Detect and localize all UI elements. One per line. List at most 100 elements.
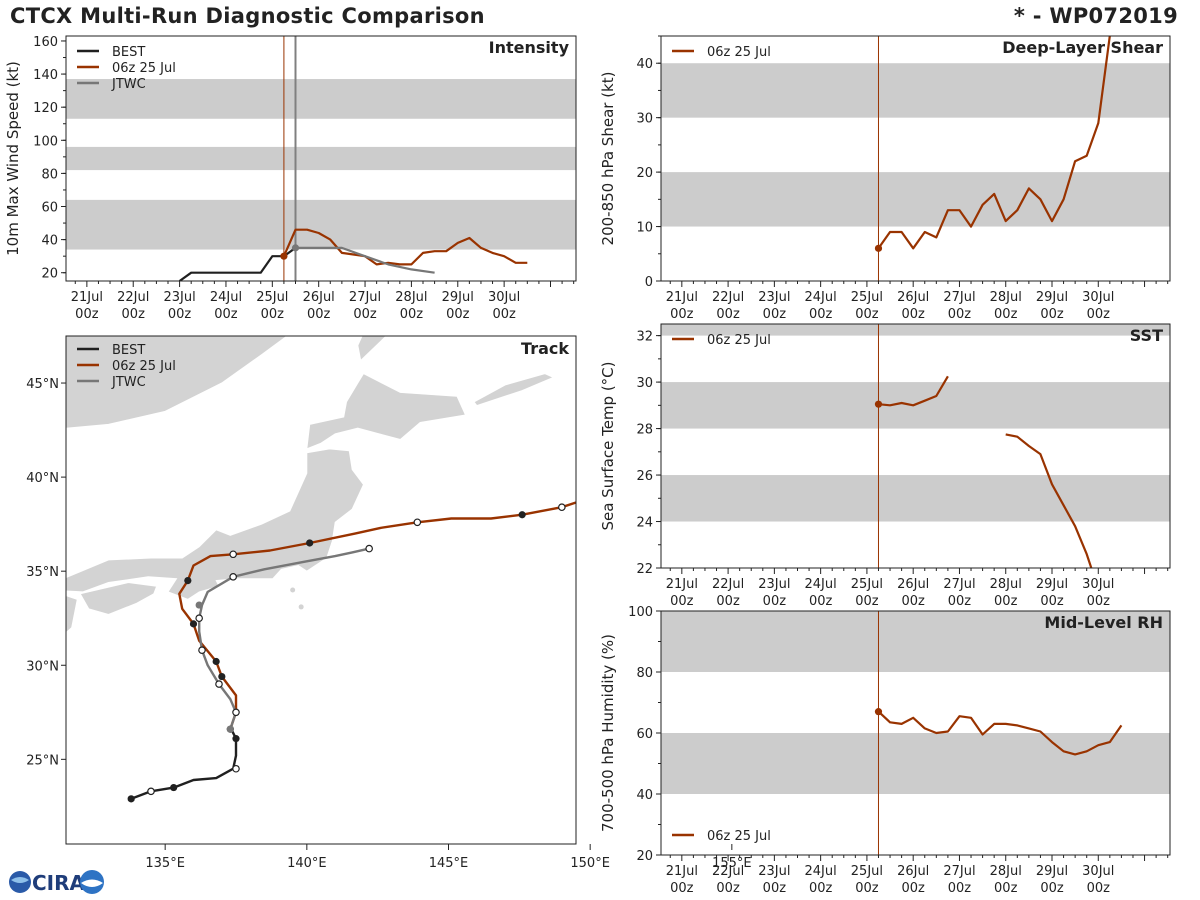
x-tick-label: 29Jul	[1036, 577, 1068, 592]
land-sakhalin	[357, 336, 388, 362]
land-shikoku	[79, 581, 158, 616]
x-tick-label: 25Jul	[851, 290, 883, 305]
x-tick-label: 28Jul	[990, 577, 1022, 592]
x-tick-label: 21Jul	[666, 864, 698, 879]
x-tick-label: 22Jul	[117, 290, 149, 305]
shear-ylabel: 200-850 hPa Shear (kt)	[599, 72, 617, 246]
x-tick-hour-label: 00z	[855, 881, 879, 896]
y-tick-label: 22	[636, 562, 653, 577]
lon-tick-label: 155°E	[712, 856, 752, 871]
rh-band	[661, 733, 1170, 794]
x-tick-hour-label: 00z	[855, 594, 879, 609]
x-tick-hour-label: 00z	[1040, 594, 1064, 609]
y-tick-label: 80	[41, 167, 58, 182]
land-kyushu	[66, 595, 78, 634]
x-tick-label: 24Jul	[805, 864, 837, 879]
land-russia	[66, 336, 288, 429]
x-tick-label: 22Jul	[712, 290, 744, 305]
y-tick-label: 30	[636, 376, 653, 391]
track-point-open	[232, 708, 240, 717]
x-tick-hour-label: 00z	[1087, 307, 1111, 322]
y-tick-label: 120	[33, 101, 58, 116]
shear-band	[661, 172, 1170, 227]
x-tick-label: 29Jul	[442, 290, 474, 305]
cira-swirl-icon	[11, 877, 29, 883]
track-point-open	[215, 680, 223, 688]
series-06z-25-jul	[282, 228, 528, 266]
series-06z-25-jul	[877, 710, 1123, 756]
lat-tick-label: 40°N	[26, 471, 59, 486]
x-tick-hour-label: 00z	[716, 307, 740, 322]
lon-tick-label: 135°E	[145, 856, 185, 871]
x-tick-label: 21Jul	[71, 290, 103, 305]
shear-frame	[660, 35, 1171, 282]
x-tick-hour-label: 00z	[168, 307, 192, 322]
x-tick-label: 28Jul	[395, 290, 427, 305]
x-tick-hour-label: 00z	[901, 594, 925, 609]
legend-label: 06z 25 Jul	[707, 333, 771, 348]
x-tick-hour-label: 00z	[855, 307, 879, 322]
x-tick-label: 27Jul	[943, 577, 975, 592]
noaa-bird-icon	[81, 879, 103, 887]
x-tick-hour-label: 00z	[763, 307, 787, 322]
rh-ylabel: 700-500 hPa Humidity (%)	[599, 634, 617, 832]
rh-plot-area	[661, 611, 1170, 855]
track-frame	[65, 335, 577, 845]
track-point-filled	[226, 725, 234, 733]
x-tick-hour-label: 00z	[670, 594, 694, 609]
series-best	[178, 247, 297, 281]
intensity-band	[66, 146, 576, 171]
x-tick-label: 25Jul	[851, 577, 883, 592]
x-tick-hour-label: 00z	[1040, 881, 1064, 896]
x-tick-label: 23Jul	[758, 290, 790, 305]
x-tick-hour-label: 00z	[122, 307, 146, 322]
track-point-filled	[170, 783, 178, 792]
intensity-band	[66, 79, 576, 119]
land-hokkaido	[306, 372, 467, 450]
x-tick-hour-label: 00z	[763, 594, 787, 609]
track-point-open	[365, 544, 373, 553]
x-tick-label: 26Jul	[897, 864, 929, 879]
y-tick-label: 40	[636, 788, 653, 803]
y-tick-label: 28	[636, 423, 653, 438]
legend-label: BEST	[112, 343, 145, 358]
track-jtwc	[197, 547, 370, 730]
x-tick-hour-label: 00z	[994, 594, 1018, 609]
y-tick-label: 60	[41, 201, 58, 216]
shear-panel-title: Deep-Layer Shear	[1002, 38, 1163, 57]
track-point-filled	[189, 620, 198, 628]
x-tick-label: 24Jul	[210, 290, 242, 305]
track-point-filled	[306, 539, 314, 547]
lat-tick-label: 35°N	[26, 565, 59, 580]
track-point-open	[195, 614, 203, 623]
intensity-init-marker	[291, 244, 300, 252]
y-tick-label: 30	[636, 112, 653, 127]
sst-ylabel: Sea Surface Temp (°C)	[599, 361, 617, 530]
x-tick-label: 23Jul	[163, 290, 195, 305]
y-tick-label: 40	[41, 234, 58, 249]
x-tick-hour-label: 00z	[901, 881, 925, 896]
x-tick-hour-label: 00z	[492, 307, 516, 322]
y-tick-label: 140	[33, 68, 58, 83]
x-tick-hour-label: 00z	[1040, 307, 1064, 322]
track-point-open	[198, 646, 206, 655]
x-tick-label: 25Jul	[851, 864, 883, 879]
sst-panel: 22 24 26 28 30 32 21Jul 00z 22Jul 00z 23Jul 00z 24Ju…	[599, 323, 1171, 609]
x-tick-label: 21Jul	[666, 290, 698, 305]
legend-label: 06z 25 Jul	[112, 359, 176, 374]
track-best	[130, 726, 238, 800]
figure-title: CTCX Multi-Run Diagnostic Comparison	[10, 4, 485, 28]
x-tick-hour-label: 00z	[716, 881, 740, 896]
x-tick-label: 27Jul	[943, 864, 975, 879]
intensity-plot-area	[66, 36, 576, 281]
x-tick-hour-label: 00z	[353, 307, 377, 322]
legend-label: JTWC	[111, 77, 146, 92]
x-tick-label: 23Jul	[758, 864, 790, 879]
track-point-filled	[184, 576, 192, 585]
x-tick-label: 25Jul	[256, 290, 288, 305]
intensity-ylabel: 10m Max Wind Speed (kt)	[4, 61, 22, 256]
track-point-open	[147, 787, 155, 796]
x-tick-hour-label: 00z	[214, 307, 238, 322]
track-point-filled	[127, 795, 135, 803]
